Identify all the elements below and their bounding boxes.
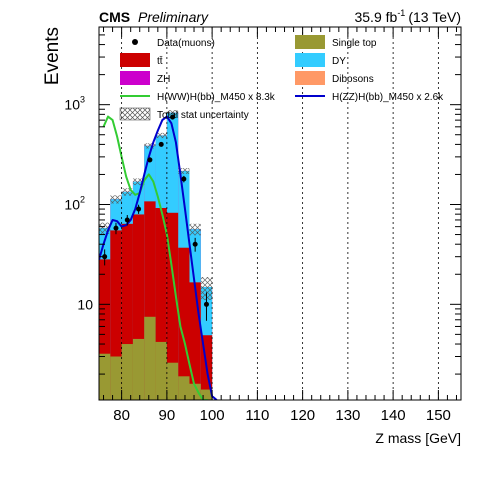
legend-label-2: ZH xyxy=(157,74,170,85)
bar-0-7 xyxy=(178,376,190,400)
bar-1-7 xyxy=(178,247,190,400)
x-tick-label-5: 130 xyxy=(335,407,360,424)
bar-0-2 xyxy=(121,344,133,400)
bar-0-8 xyxy=(189,383,201,400)
bar-0-4 xyxy=(144,316,156,400)
lumi-value: 35.9 fb xyxy=(354,9,397,25)
cms-label: CMS xyxy=(99,9,130,25)
x-tick-label-7: 150 xyxy=(426,407,451,424)
y-axis-label: Events xyxy=(42,27,63,85)
legend-swatch-6 xyxy=(295,53,325,67)
data-point-9 xyxy=(203,301,209,307)
bar-1-2 xyxy=(121,223,133,400)
bar-0-0 xyxy=(99,353,111,400)
plot-clip-group xyxy=(99,110,218,400)
data-point-1 xyxy=(113,225,119,231)
uncertainty-band-1 xyxy=(110,195,122,204)
data-point-6 xyxy=(170,114,176,120)
x-tick-label-2: 100 xyxy=(200,407,225,424)
y-tick-exp-1: 2 xyxy=(80,194,85,204)
legend-hatch-4 xyxy=(119,107,151,121)
uncertainty-band-3 xyxy=(132,178,145,186)
plot-frame xyxy=(98,26,462,401)
bar-1-8 xyxy=(189,282,201,400)
preliminary-label: Preliminary xyxy=(138,9,209,25)
bar-1-4 xyxy=(144,201,156,400)
legend-swatch-1 xyxy=(120,53,150,67)
signal-curve-0 xyxy=(102,115,208,400)
lumi-exponent: -1 xyxy=(397,8,405,18)
bar-0-1 xyxy=(110,356,122,400)
legend-label-8: H(ZZ)H(bb)_M450 x 2.6k xyxy=(332,92,444,103)
x-tick-label-1: 90 xyxy=(159,407,176,424)
data-point-8 xyxy=(192,241,198,247)
bar-1-0 xyxy=(99,259,111,400)
legend-label-3: H(WW)H(bb)_M450 x 8.3k xyxy=(157,92,276,103)
data-point-3 xyxy=(136,206,142,212)
bar-0-9 xyxy=(200,389,213,400)
bar-0-3 xyxy=(132,338,145,400)
data-point-5 xyxy=(158,141,164,147)
y-tick-label-2: 103 xyxy=(64,95,85,113)
y-tick-base-2: 10 xyxy=(64,97,80,113)
y-tick-base-1: 10 xyxy=(64,196,80,212)
bar-0-6 xyxy=(166,362,179,400)
uncertainty-band-9 xyxy=(200,277,213,301)
y-tick-exp-2: 3 xyxy=(80,95,85,105)
bar-1-3 xyxy=(132,214,145,400)
data-point-4 xyxy=(147,157,153,163)
y-tick-base-0: 10 xyxy=(77,296,93,312)
lumi-label: 35.9 fb-1 (13 TeV) xyxy=(354,8,461,25)
x-tick-label-3: 110 xyxy=(245,407,269,424)
signal-curve-1 xyxy=(99,115,218,400)
legend-label-4: Total stat uncertainty xyxy=(157,110,249,121)
energy-label: (13 TeV) xyxy=(408,9,461,25)
uncertainty-band-4 xyxy=(144,143,156,149)
legend-swatch-7 xyxy=(295,71,325,85)
y-tick-label-1: 102 xyxy=(64,194,85,212)
uncertainty-band-5 xyxy=(155,132,167,139)
legend-label-6: DY xyxy=(332,56,346,67)
y-tick-label-0: 10 xyxy=(77,296,93,312)
uncertainty-band-2 xyxy=(121,188,133,196)
x-tick-label-0: 80 xyxy=(113,407,130,424)
x-axis-label: Z mass [GeV] xyxy=(375,430,461,446)
uncertainty-band-6 xyxy=(166,110,179,116)
legend-label-7: Dibosons xyxy=(332,74,374,85)
data-point-7 xyxy=(181,176,187,182)
bar-1-1 xyxy=(110,230,122,400)
data-point-2 xyxy=(124,217,130,223)
legend-label-5: Single top xyxy=(332,38,377,49)
legend-swatch-2 xyxy=(120,71,150,85)
legend-label-0: Data(muons) xyxy=(157,38,215,49)
x-tick-label-6: 140 xyxy=(381,407,406,424)
uncertainty-band-7 xyxy=(178,168,190,174)
legend-swatch-5 xyxy=(295,35,325,49)
uncertainty-band-8 xyxy=(189,223,201,236)
plot-area: 80 90 100 110 120 130 140 15010102103Data(muons… xyxy=(64,26,462,424)
uncertainty-band-0 xyxy=(99,222,111,235)
bar-1-6 xyxy=(166,212,179,400)
bar-1-5 xyxy=(155,208,167,400)
x-tick-label-4: 120 xyxy=(290,407,315,424)
legend-marker-0 xyxy=(132,39,138,45)
bar-0-5 xyxy=(155,341,167,400)
legend-label-1: tt̄ xyxy=(157,55,163,67)
